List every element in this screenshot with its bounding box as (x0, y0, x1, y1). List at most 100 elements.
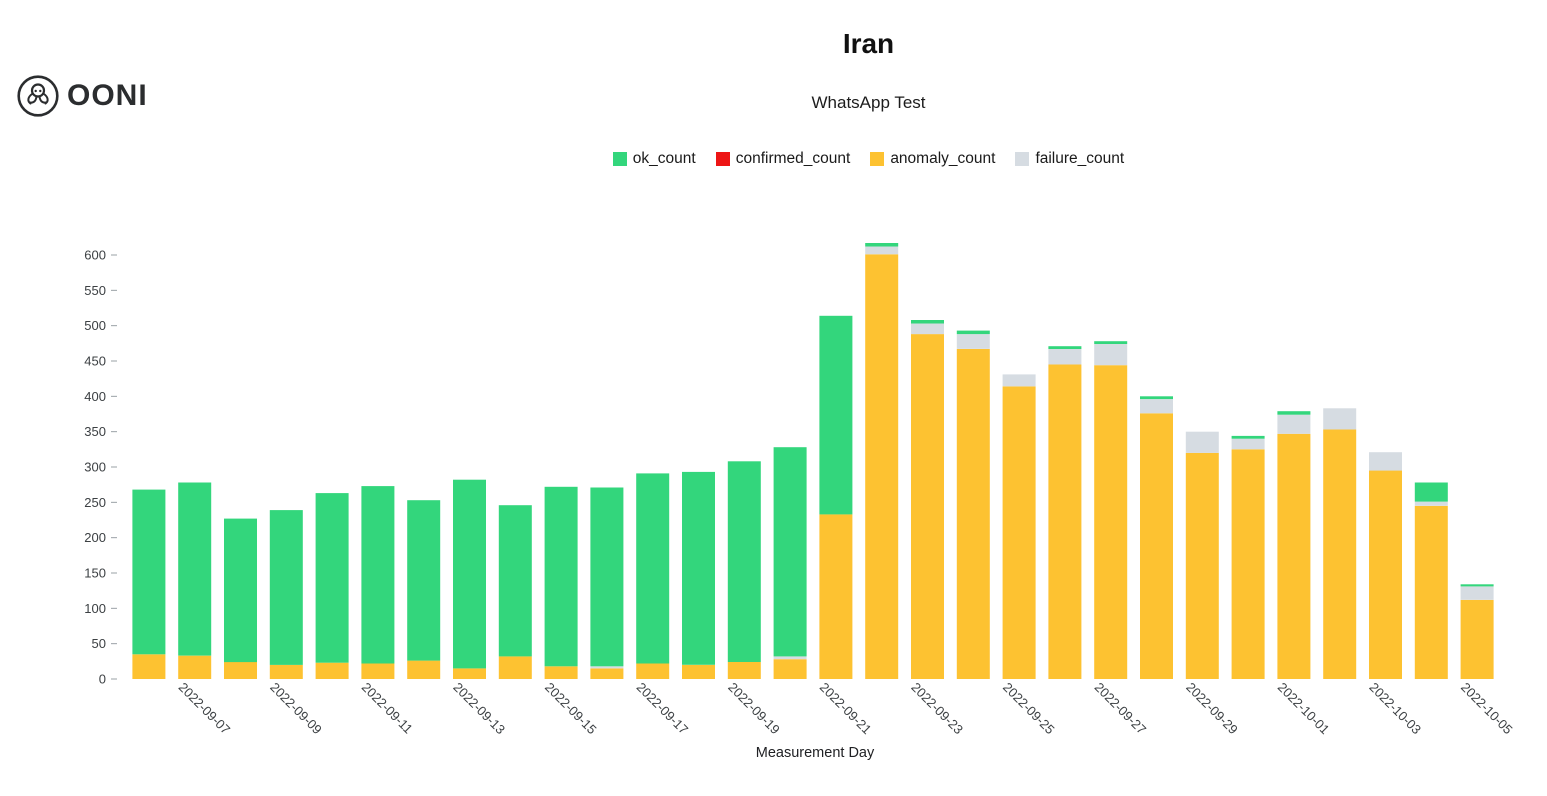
bar-segment-anomaly_count[interactable] (361, 663, 395, 680)
bar-segment-anomaly_count[interactable] (1323, 429, 1357, 680)
bar-segment-anomaly_count[interactable] (1185, 452, 1219, 679)
bar-segment-anomaly_count[interactable] (315, 662, 349, 679)
bar-segment-failure_count[interactable] (1277, 414, 1311, 434)
bar-segment-failure_count[interactable] (1048, 349, 1082, 365)
bar-segment-anomaly_count[interactable] (819, 514, 853, 679)
bar-segment-anomaly_count[interactable] (1002, 386, 1036, 679)
bar-segment-anomaly_count[interactable] (224, 662, 257, 679)
y-axis-label: 200 (84, 530, 106, 545)
bar-segment-ok_count[interactable] (819, 315, 853, 515)
bar-segment-ok_count[interactable] (727, 461, 761, 662)
x-axis-title: Measurement Day (756, 745, 875, 761)
x-axis-label: 2022-09-07 (176, 680, 234, 738)
ooni-octopus-icon (17, 75, 59, 117)
bar-segment-failure_count[interactable] (1460, 586, 1494, 600)
bar-segment-anomaly_count[interactable] (865, 254, 899, 680)
bar-segment-anomaly_count[interactable] (1460, 599, 1494, 679)
bar-segment-anomaly_count[interactable] (453, 668, 486, 679)
y-axis-label: 600 (84, 248, 106, 263)
bar-segment-ok_count[interactable] (315, 493, 349, 663)
bar-segment-anomaly_count[interactable] (178, 655, 212, 679)
bar-segment-anomaly_count[interactable] (1414, 505, 1448, 679)
bar-segment-ok_count[interactable] (956, 330, 990, 335)
bar-segment-anomaly_count[interactable] (590, 668, 624, 679)
legend-item-failure_count: failure_count (1015, 150, 1124, 168)
x-axis-label: 2022-09-21 (817, 680, 875, 738)
bar-segment-anomaly_count[interactable] (132, 654, 166, 679)
bar-segment-ok_count[interactable] (544, 486, 578, 667)
chart-legend: ok_count confirmed_count anomaly_count fail… (190, 150, 1547, 168)
bar-segment-failure_count[interactable] (1231, 438, 1265, 450)
bar-segment-ok_count[interactable] (636, 473, 670, 664)
bar-segment-ok_count[interactable] (1094, 341, 1128, 344)
bar-segment-anomaly_count[interactable] (911, 334, 944, 679)
bar-segment-failure_count[interactable] (1185, 431, 1219, 453)
bar-segment-ok_count[interactable] (682, 471, 715, 665)
bar-segment-failure_count[interactable] (865, 246, 899, 255)
bar-segment-anomaly_count[interactable] (727, 662, 761, 679)
bar-segment-ok_count[interactable] (453, 479, 486, 669)
bar-segment-failure_count[interactable] (1369, 452, 1402, 471)
bar-segment-ok_count[interactable] (911, 320, 944, 324)
bar-segment-anomaly_count[interactable] (544, 666, 578, 679)
x-axis-label: 2022-09-19 (725, 680, 783, 738)
bar-segment-ok_count[interactable] (407, 500, 441, 661)
x-axis-label: 2022-09-15 (542, 680, 600, 738)
bar-segment-anomaly_count[interactable] (407, 660, 441, 679)
bar-segment-anomaly_count[interactable] (1140, 413, 1173, 679)
bar-segment-failure_count[interactable] (1414, 501, 1448, 506)
bar-segment-anomaly_count[interactable] (773, 659, 807, 679)
bar-segment-failure_count[interactable] (1323, 408, 1357, 430)
bar-segment-ok_count[interactable] (1140, 396, 1173, 400)
bar-segment-anomaly_count[interactable] (636, 663, 670, 680)
bar-segment-failure_count[interactable] (956, 334, 990, 349)
x-axis-label: 2022-10-01 (1275, 680, 1333, 738)
bar-segment-failure_count[interactable] (773, 656, 807, 660)
bar-segment-ok_count[interactable] (498, 505, 532, 657)
y-axis-label: 500 (84, 318, 106, 333)
bar-segment-ok_count[interactable] (224, 518, 257, 663)
legend-item-anomaly_count: anomaly_count (870, 150, 995, 168)
bar-segment-ok_count[interactable] (1460, 584, 1494, 587)
bar-segment-ok_count[interactable] (590, 487, 624, 667)
bar-segment-failure_count[interactable] (1140, 399, 1173, 414)
bar-segment-ok_count[interactable] (1414, 482, 1448, 502)
bar-segment-failure_count[interactable] (1002, 374, 1036, 387)
bar-segment-anomaly_count[interactable] (269, 664, 303, 679)
legend-swatch-anomaly_count (870, 152, 885, 166)
y-axis-label: 400 (84, 389, 106, 404)
y-axis-label: 450 (84, 354, 106, 369)
y-axis-label: 150 (84, 566, 106, 581)
legend-item-confirmed_count: confirmed_count (715, 150, 851, 168)
bar-segment-anomaly_count[interactable] (1048, 364, 1082, 680)
bar-segment-anomaly_count[interactable] (1094, 365, 1128, 679)
x-axis-label: 2022-09-09 (267, 680, 325, 738)
legend-swatch-confirmed_count (715, 152, 730, 166)
bar-segment-ok_count[interactable] (773, 447, 807, 657)
bar-segment-ok_count[interactable] (1048, 346, 1082, 349)
x-axis-label: 2022-10-03 (1366, 680, 1424, 738)
bar-segment-ok_count[interactable] (269, 510, 303, 665)
bar-segment-anomaly_count[interactable] (956, 349, 990, 679)
bar-segment-anomaly_count[interactable] (1277, 433, 1311, 679)
bar-segment-failure_count[interactable] (590, 666, 624, 669)
bar-segment-failure_count[interactable] (1094, 344, 1128, 366)
bar-segment-ok_count[interactable] (178, 482, 212, 656)
chart-subtitle: WhatsApp Test (811, 93, 926, 112)
bar-segment-anomaly_count[interactable] (1231, 449, 1265, 679)
bar-segment-anomaly_count[interactable] (682, 664, 715, 679)
legend-item-ok_count: ok_count (612, 150, 696, 168)
bar-segment-anomaly_count[interactable] (1369, 470, 1402, 680)
bar-segment-ok_count[interactable] (1277, 411, 1311, 415)
x-axis-label: 2022-09-17 (634, 680, 692, 738)
bar-segment-ok_count[interactable] (132, 489, 166, 655)
bar-segment-failure_count[interactable] (911, 323, 944, 335)
y-axis-label: 50 (92, 636, 106, 651)
bar-segment-ok_count[interactable] (361, 486, 395, 664)
bar-segment-ok_count[interactable] (865, 243, 899, 247)
bar-segment-anomaly_count[interactable] (498, 656, 532, 679)
bar-segment-ok_count[interactable] (1231, 435, 1265, 439)
legend-label: confirmed_count (735, 150, 851, 167)
y-axis-label: 550 (84, 283, 106, 298)
